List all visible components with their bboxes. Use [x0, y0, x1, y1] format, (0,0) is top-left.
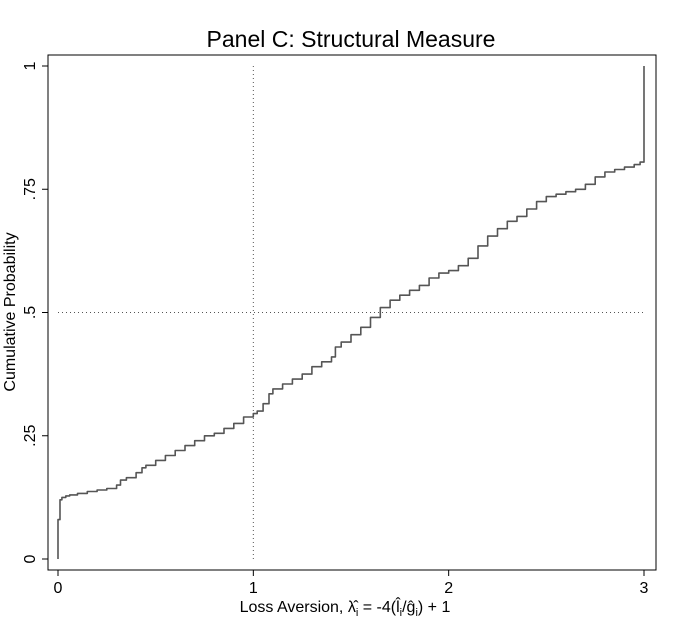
x-axis: 0 1 2 3	[54, 570, 649, 597]
x-tick-label: 3	[640, 580, 649, 597]
plot-frame	[47, 54, 657, 571]
x-axis-title-lambda: λ̂	[348, 599, 359, 616]
x-tick-label: 2	[444, 580, 453, 597]
x-tick-label: 1	[249, 580, 258, 597]
y-tick-label: 1	[22, 61, 39, 70]
chart-title: Panel C: Structural Measure	[207, 26, 496, 52]
x-axis-title-g-sub: i	[415, 607, 417, 619]
y-tick-label: .5	[22, 306, 39, 319]
cdf-line-series-0	[57, 66, 645, 559]
x-axis-title: Loss Aversion, λ̂i = -4(l̂i/ĝi) + 1	[240, 596, 451, 619]
x-axis-title-suffix: ) + 1	[418, 599, 451, 616]
x-axis-title-lambda-sub: i	[356, 607, 358, 619]
x-tick-label: 0	[54, 580, 63, 597]
x-axis-title-slash: /	[402, 599, 407, 616]
x-axis-title-l-sub: i	[400, 607, 402, 619]
x-axis-title-l: l̂	[395, 596, 401, 616]
y-axis: 0 .25 .5 .75 1	[22, 61, 48, 563]
x-axis-title-g: ĝ	[407, 599, 416, 616]
reference-lines	[58, 66, 644, 559]
y-tick-label: 0	[22, 554, 39, 563]
x-axis-title-mid: = -4(	[358, 599, 396, 616]
y-axis-title: Cumulative Probability	[2, 232, 19, 391]
y-tick-label: .75	[22, 178, 39, 200]
x-axis-title-prefix: Loss Aversion,	[240, 599, 348, 616]
curve-layer	[57, 66, 645, 559]
y-tick-label: .25	[22, 425, 39, 447]
plot-area	[47, 54, 657, 571]
